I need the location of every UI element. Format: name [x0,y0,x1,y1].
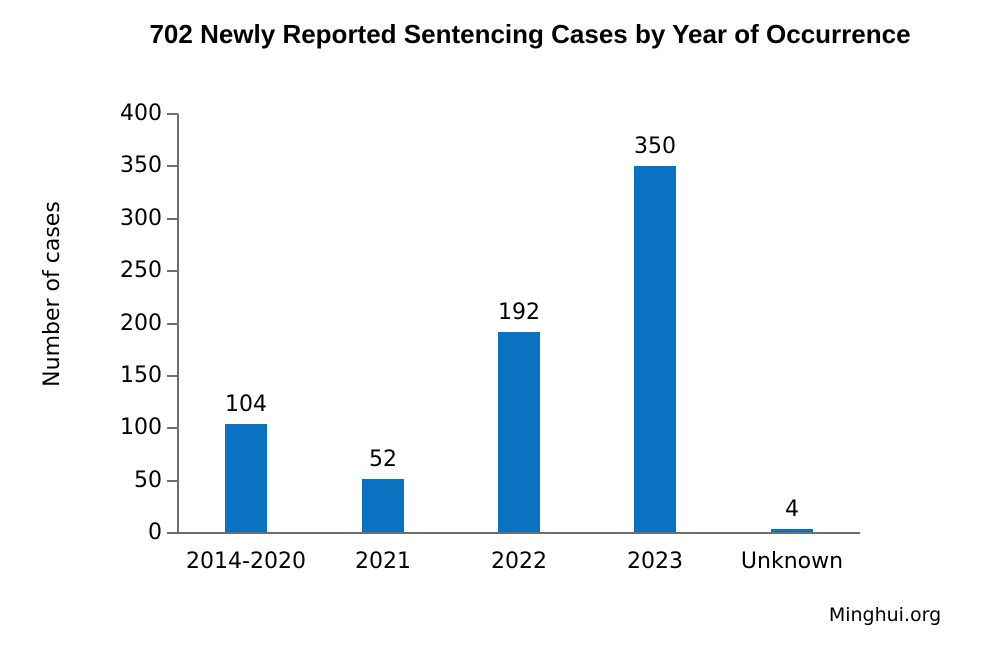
bar-value-label: 192 [498,300,540,325]
y-tick-label: 300 [120,206,162,231]
x-category-label: 2022 [491,549,547,574]
y-tick-mark [167,270,178,272]
y-tick-mark [167,427,178,429]
source-credit: Minghui.org [828,604,942,626]
chart-title: 702 Newly Reported Sentencing Cases by Y… [149,19,911,49]
bar-value-label: 4 [785,497,799,522]
y-tick-label: 100 [120,415,162,440]
y-tick-label: 350 [120,153,162,178]
bar [498,332,540,533]
y-axis-line [177,114,179,534]
y-tick-label: 50 [134,468,162,493]
x-axis-line [177,532,860,534]
bar [362,479,404,533]
y-tick-mark [167,375,178,377]
bar [225,424,267,533]
y-tick-mark [167,218,178,220]
y-tick-mark [167,113,178,115]
bar [634,166,676,533]
bar-value-label: 52 [369,447,397,472]
x-category-label: 2023 [627,549,683,574]
x-category-label: Unknown [740,549,844,574]
y-tick-mark [167,323,178,325]
bar [771,529,813,533]
y-tick-mark [167,480,178,482]
y-tick-label: 250 [120,258,162,283]
x-category-label: 2021 [355,549,411,574]
x-category-label: 2014-2020 [186,549,306,574]
y-tick-mark [167,532,178,534]
y-tick-mark [167,165,178,167]
y-tick-label: 0 [148,520,162,545]
y-tick-label: 150 [120,363,162,388]
y-tick-label: 200 [120,311,162,336]
y-tick-label: 400 [120,101,162,126]
y-axis-title: Number of cases [40,201,65,387]
bar-value-label: 104 [225,392,267,417]
bar-value-label: 350 [634,134,676,159]
